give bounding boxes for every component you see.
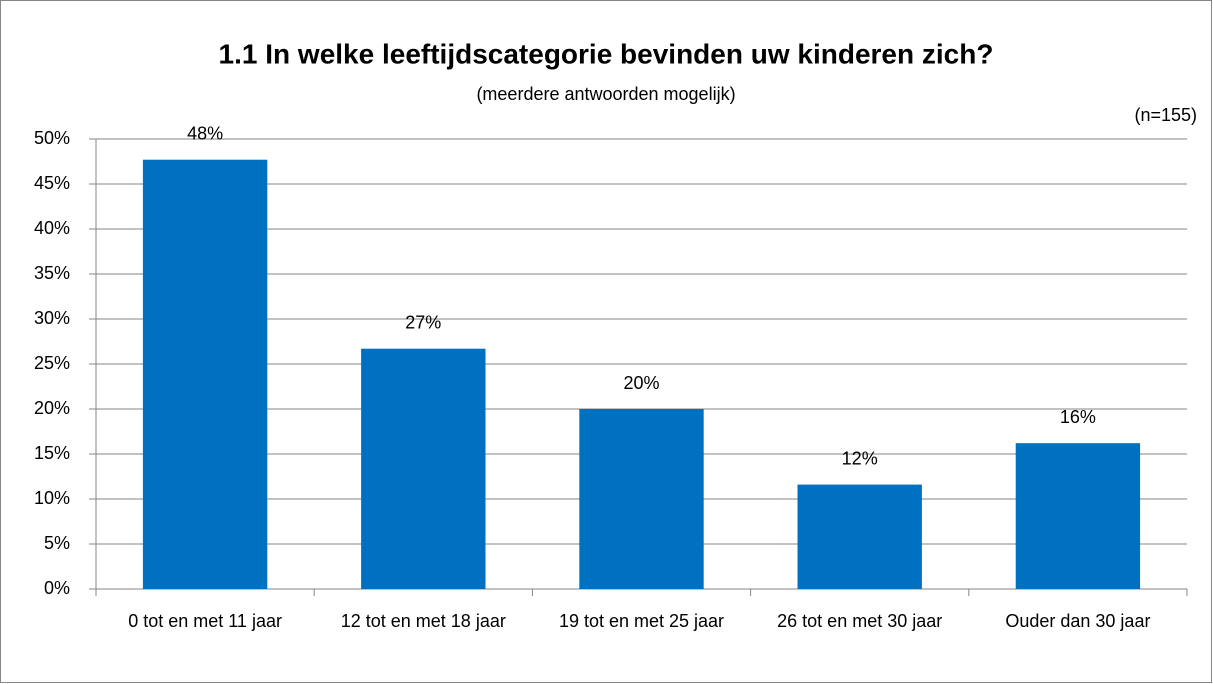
data-label: 12% [842,448,878,468]
data-label: 27% [405,312,441,332]
y-tick-label: 30% [34,308,70,328]
y-tick-label: 25% [34,353,70,373]
y-tick-label: 5% [44,533,70,553]
data-label: 16% [1060,407,1096,427]
y-tick-label: 15% [34,443,70,463]
y-tick-label: 50% [34,128,70,148]
x-tick-label: 19 tot en met 25 jaar [559,611,724,631]
x-tick-label: 26 tot en met 30 jaar [777,611,942,631]
chart-subtitle: (meerdere antwoorden mogelijk) [476,84,735,104]
bar [1015,443,1141,589]
x-tick-label: Ouder dan 30 jaar [1005,611,1150,631]
annotation: (n=155) [1134,105,1197,125]
y-tick-label: 20% [34,398,70,418]
x-tick-label: 12 tot en met 18 jaar [341,611,506,631]
bar [142,159,268,589]
x-tick-label: 0 tot en met 11 jaar [128,611,282,631]
chart-title: 1.1 In welke leeftijdscategorie bevinden… [219,38,994,69]
bar [361,348,486,589]
y-tick-label: 35% [34,263,70,283]
y-tick-label: 45% [34,173,70,193]
y-tick-label: 0% [44,578,70,598]
y-tick-label: 10% [34,488,70,508]
y-tick-label: 40% [34,218,70,238]
data-label: 20% [623,373,659,393]
bar [579,409,704,589]
bar [797,484,922,589]
data-label: 48% [187,123,223,143]
